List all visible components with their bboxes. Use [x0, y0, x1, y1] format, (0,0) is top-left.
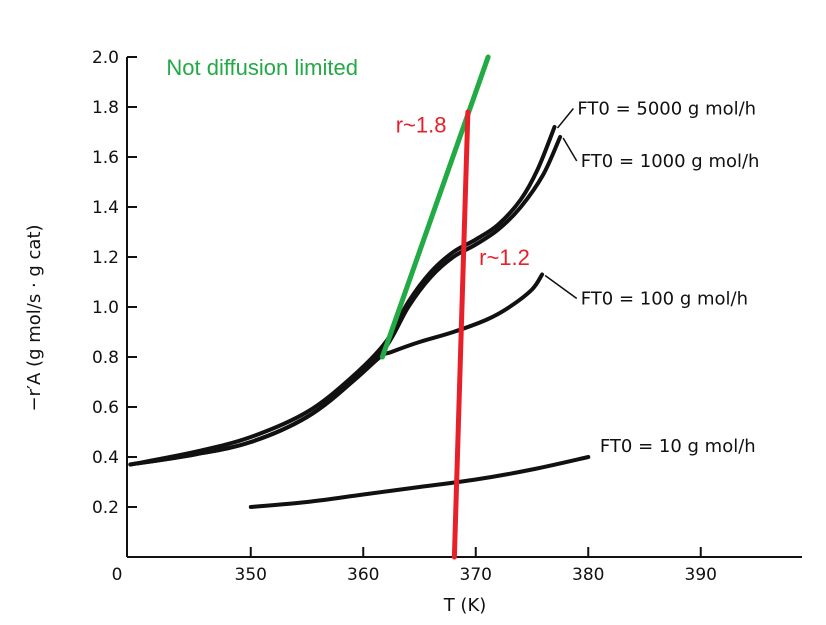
y-tick-label: 0.4 — [92, 448, 119, 468]
annotation-not-diffusion-limited: Not diffusion limited — [166, 54, 491, 360]
series-line — [128, 125, 557, 467]
series-1: FT0 = 5000 g mol/h — [128, 99, 756, 467]
annotation-label: r~1.2 — [479, 245, 530, 270]
series-label: FT0 = 1000 g mol/h — [581, 151, 760, 172]
series-4: FT0 = 10 g mol/h — [248, 436, 756, 509]
x-tick-label: 380 — [572, 565, 604, 585]
annotation-r-1-8: r~1.8 — [396, 109, 471, 560]
x-tick-label: 360 — [347, 565, 379, 585]
y-tick-label: 0.8 — [92, 348, 119, 368]
annotation-label: r~1.8 — [396, 113, 447, 138]
series-label: FT0 = 100 g mol/h — [581, 289, 748, 310]
y-tick-label: 1.8 — [92, 98, 119, 118]
y-tick-label: 1.4 — [92, 198, 119, 218]
y-tick-label: 0.6 — [92, 398, 119, 418]
x-axis-title: T (K) — [443, 595, 487, 616]
series-3: FT0 = 100 g mol/h — [128, 272, 748, 467]
series-layer: FT0 = 5000 g mol/h FT0 = 1000 g mol/h FT0 … — [128, 99, 760, 509]
y-tick-label: 2.0 — [92, 48, 119, 68]
annotation-label: Not diffusion limited — [166, 55, 358, 80]
origin-label: 0 — [112, 565, 123, 585]
annotation-line — [379, 54, 491, 360]
series-line — [248, 455, 591, 509]
series-label-pointer — [544, 274, 578, 300]
y-tick-label: 1.6 — [92, 148, 119, 168]
series-line — [128, 272, 545, 467]
x-tick-label: 370 — [460, 565, 492, 585]
y-tick-label: 1.2 — [92, 248, 119, 268]
series-label: FT0 = 10 g mol/h — [600, 436, 756, 457]
axes: 0.2 0.4 0.6 0.8 1.0 1.2 1.4 1.6 1.8 2.0 350 360 370 3… — [92, 48, 802, 585]
series-label-pointer — [562, 137, 578, 162]
y-tick-label: 0.2 — [92, 498, 119, 518]
series-line — [128, 135, 563, 467]
x-tick-label: 390 — [685, 565, 717, 585]
annotation-r-1-2: r~1.2 — [479, 245, 530, 270]
y-tick-label: 1.0 — [92, 298, 119, 318]
annotation-line — [451, 109, 471, 560]
series-label-pointer — [556, 108, 574, 129]
x-tick-label: 350 — [235, 565, 267, 585]
series-label: FT0 = 5000 g mol/h — [577, 99, 756, 120]
annotation-layer: Not diffusion limited r~1.8 r~1.2 — [166, 54, 530, 560]
y-axis-title: −r′A (g mol/s · g cat) — [24, 224, 45, 411]
